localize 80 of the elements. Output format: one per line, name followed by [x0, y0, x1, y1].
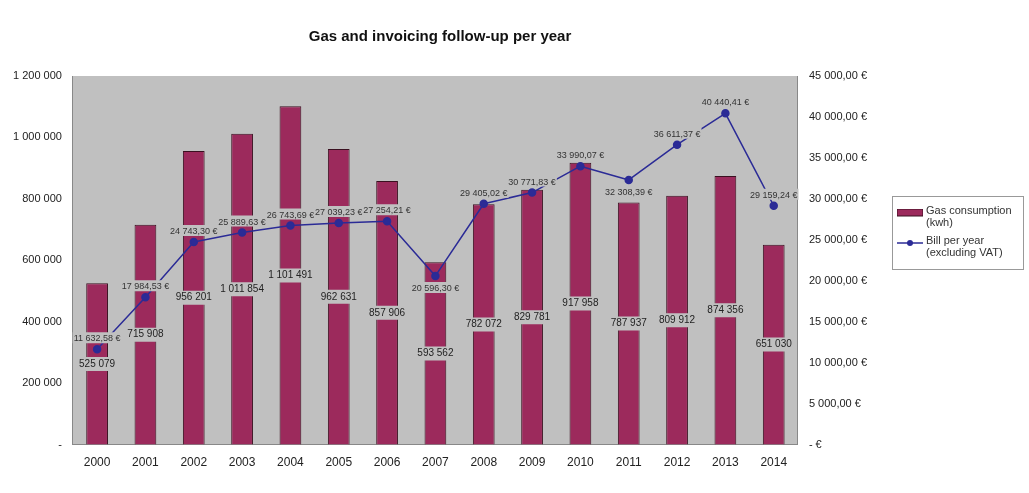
x-tick-label: 2001 — [132, 455, 160, 470]
data-label: 962 631 — [320, 290, 358, 302]
data-label: 917 958 — [562, 297, 599, 309]
data-label: 874 356 — [707, 304, 744, 316]
data-label: 593 562 — [417, 347, 454, 359]
x-tick-label: 2013 — [712, 455, 740, 470]
point — [624, 175, 633, 185]
y2-tick-label: 10 000,00 € — [808, 355, 868, 368]
y2-tick-label: 5 000,00 € — [808, 396, 861, 409]
data-label: 20 596,30 € — [411, 282, 460, 293]
point — [527, 188, 537, 197]
data-label: 525 079 — [79, 357, 116, 369]
chart-title: Gas and invoicing follow-up per year — [308, 27, 572, 45]
data-label: 11 632,58 € — [73, 333, 121, 344]
x-tick-label: 2005 — [325, 455, 353, 470]
x-tick-label: 2004 — [277, 455, 305, 470]
point — [141, 293, 150, 302]
legend-label: Gas consumption (kwh) — [926, 204, 1013, 228]
point — [237, 228, 247, 237]
data-label: 26 743,69 € — [266, 209, 315, 220]
data-label: 30 771,83 € — [508, 176, 556, 187]
data-label: 32 308,39 € — [604, 186, 653, 197]
legend-label: Bill per year (excluding VAT) — [926, 234, 1004, 258]
y2-tick-label: 45 000,00 € — [808, 69, 868, 82]
data-label: 651 030 — [755, 338, 793, 350]
point — [672, 140, 682, 149]
data-label: 857 906 — [369, 306, 406, 318]
data-label: 787 937 — [610, 317, 648, 329]
x-tick-label: 2014 — [760, 455, 788, 470]
y-tick-label: 400 000 — [22, 314, 62, 327]
y-tick-label: - — [58, 437, 63, 450]
y2-tick-label: 35 000,00 € — [808, 150, 868, 163]
y-tick-label: 1 200 000 — [13, 69, 62, 82]
x-tick-label: 2009 — [518, 455, 546, 470]
data-label: 40 440,41 € — [701, 97, 750, 108]
data-label: 782 072 — [465, 318, 503, 330]
y-tick-label: 600 000 — [22, 253, 62, 266]
data-label: 17 984,53 € — [121, 281, 170, 292]
x-tick-label: 2002 — [180, 455, 208, 470]
point — [576, 161, 585, 171]
data-label: 29 159,24 € — [749, 189, 798, 200]
y2-tick-label: 25 000,00 € — [808, 232, 868, 245]
x-tick-label: 2012 — [663, 455, 691, 470]
y-tick-label: 800 000 — [22, 191, 62, 204]
data-label: 809 912 — [658, 313, 696, 325]
point — [92, 345, 102, 354]
data-label: 25 889,63 € — [218, 216, 266, 227]
y2-tick-label: 40 000,00 € — [808, 109, 868, 122]
point — [479, 199, 488, 208]
x-tick-label: 2003 — [228, 455, 256, 470]
data-label: 33 990,07 € — [556, 150, 605, 161]
data-label: 27 254,21 € — [363, 205, 411, 216]
data-label: 1 011 854 — [220, 282, 265, 294]
x-tick-label: 2008 — [470, 455, 498, 470]
x-tick-label: 2011 — [615, 455, 642, 470]
data-label: 36 611,37 € — [653, 128, 701, 139]
y2-tick-label: - € — [808, 437, 822, 450]
y2-tick-label: 30 000,00 € — [808, 191, 868, 204]
point — [189, 237, 199, 247]
data-label: 1 101 491 — [268, 269, 314, 281]
data-label: 829 781 — [514, 310, 551, 322]
data-label: 29 405,02 € — [459, 187, 508, 198]
x-tick-label: 2010 — [567, 455, 595, 470]
point — [382, 217, 392, 226]
point — [286, 221, 295, 230]
point — [431, 271, 440, 281]
y-tick-label: 200 000 — [22, 376, 62, 389]
data-label: 24 743,30 € — [169, 225, 218, 236]
point — [721, 109, 730, 118]
data-label: 956 201 — [175, 291, 213, 303]
y-tick-label: 1 000 000 — [13, 130, 62, 143]
data-label: 715 908 — [127, 328, 164, 340]
y2-tick-label: 15 000,00 € — [808, 314, 868, 327]
y2-tick-label: 20 000,00 € — [808, 273, 868, 286]
x-tick-label: 2000 — [83, 455, 111, 470]
x-tick-label: 2006 — [373, 455, 401, 470]
x-tick-label: 2007 — [422, 455, 450, 470]
point — [334, 218, 343, 228]
point — [769, 201, 778, 210]
data-label: 27 039,23 € — [314, 207, 363, 218]
